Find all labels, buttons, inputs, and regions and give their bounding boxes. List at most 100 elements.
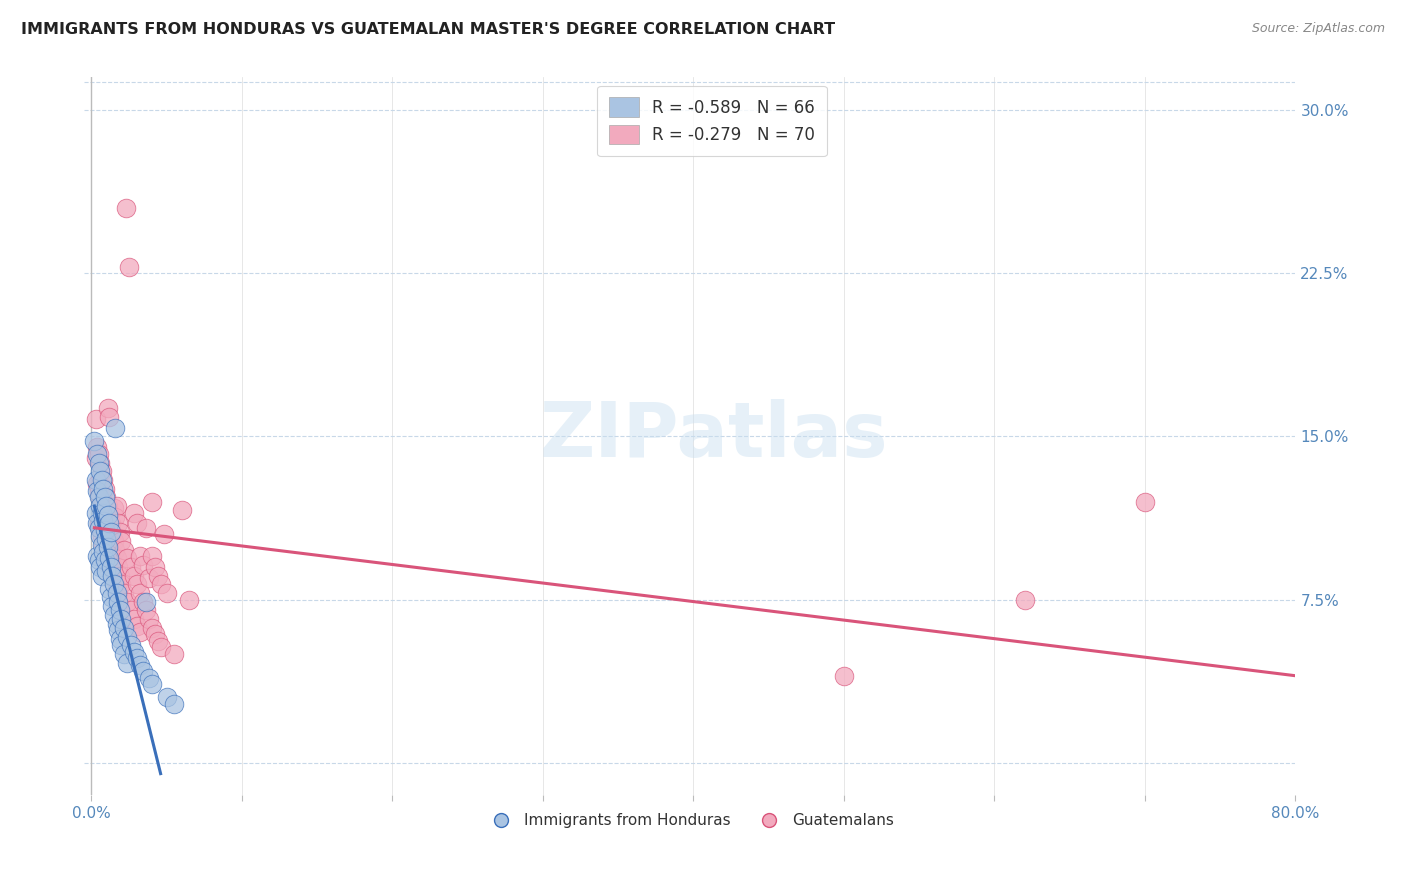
Point (101, 568, 124, 582)
Point (103, 533, 125, 548)
Point (152, 527, 174, 541)
Point (96, 525, 118, 540)
Point (89, 464, 111, 478)
Point (120, 560, 142, 574)
Point (94, 491, 117, 505)
Point (107, 588, 129, 602)
Point (122, 568, 145, 582)
Point (87, 491, 110, 505)
Point (128, 657, 150, 672)
Point (120, 603, 142, 617)
Point (107, 516, 129, 531)
Point (103, 607, 125, 622)
Point (108, 632, 131, 646)
Point (104, 510, 127, 524)
Point (146, 568, 169, 582)
Point (96, 556, 118, 570)
Point (89, 521, 111, 535)
Point (122, 506, 145, 520)
Point (141, 549, 163, 563)
Point (156, 586, 179, 600)
Point (156, 690, 179, 705)
Point (149, 640, 172, 655)
Point (93, 508, 115, 522)
Point (84, 506, 107, 520)
Point (110, 533, 132, 548)
Point (163, 697, 186, 711)
Point (1133, 494, 1156, 508)
Point (110, 612, 132, 626)
Point (179, 592, 201, 607)
Point (97, 401, 120, 416)
Point (125, 577, 148, 591)
Point (90, 506, 112, 520)
Point (108, 603, 131, 617)
Point (135, 521, 157, 535)
Point (100, 560, 122, 574)
Point (105, 616, 128, 631)
Point (86, 447, 108, 461)
Point (89, 529, 111, 543)
Point (97, 508, 120, 522)
Point (143, 627, 166, 641)
Point (110, 638, 132, 652)
Point (103, 564, 125, 578)
Point (120, 638, 142, 652)
Point (104, 421, 127, 435)
Point (84, 451, 107, 466)
Point (90, 538, 112, 552)
Point (149, 577, 172, 591)
Point (143, 560, 166, 574)
Point (125, 651, 148, 665)
Text: Source: ZipAtlas.com: Source: ZipAtlas.com (1251, 22, 1385, 36)
Point (128, 549, 150, 563)
Point (128, 586, 150, 600)
Point (90, 473, 112, 487)
Point (96, 491, 118, 505)
Point (122, 612, 145, 626)
Point (141, 677, 163, 691)
Point (83, 434, 105, 448)
Point (117, 656, 139, 670)
Point (114, 647, 136, 661)
Point (104, 573, 127, 587)
Point (96, 564, 118, 578)
Point (93, 514, 115, 528)
Point (94, 523, 117, 537)
Point (86, 516, 108, 531)
Text: IMMIGRANTS FROM HONDURAS VS GUATEMALAN MASTER'S DEGREE CORRELATION CHART: IMMIGRANTS FROM HONDURAS VS GUATEMALAN M… (21, 22, 835, 37)
Point (125, 618, 148, 632)
Point (100, 516, 122, 531)
Point (87, 483, 110, 498)
Point (117, 630, 139, 644)
Point (138, 571, 160, 585)
Point (90, 464, 112, 478)
Point (107, 560, 129, 574)
Point (93, 538, 115, 552)
Point (98, 516, 121, 531)
Point (117, 551, 139, 566)
Point (131, 558, 153, 572)
Point (118, 260, 141, 274)
Point (90, 499, 112, 513)
Point (170, 503, 193, 517)
Point (135, 595, 157, 609)
Point (93, 482, 115, 496)
Point (1014, 592, 1036, 607)
Point (135, 603, 157, 617)
Point (101, 558, 124, 572)
Point (141, 621, 163, 635)
Point (97, 499, 120, 513)
Point (94, 516, 117, 531)
Point (84, 473, 107, 487)
Point (93, 545, 115, 559)
Point (87, 456, 110, 470)
Point (107, 595, 129, 609)
Point (84, 412, 107, 426)
Point (832, 669, 855, 683)
Point (86, 483, 108, 498)
Point (96, 532, 118, 546)
Point (108, 525, 131, 540)
Point (107, 623, 129, 637)
Point (98, 551, 121, 566)
